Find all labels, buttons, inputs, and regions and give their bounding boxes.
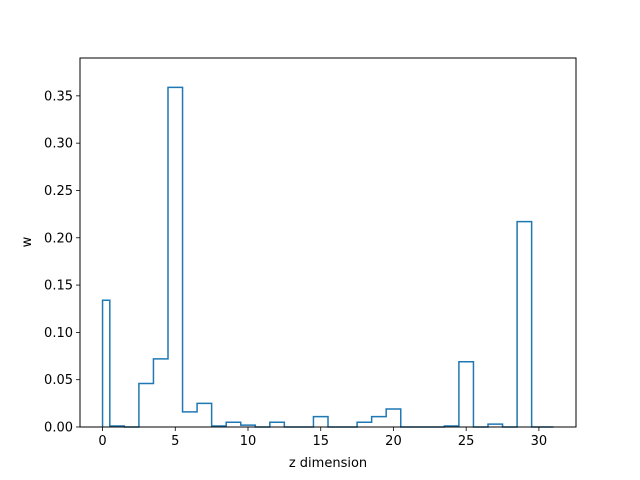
x-tick-label: 0 — [98, 434, 106, 449]
plot-area — [80, 58, 576, 427]
x-tick-label: 30 — [531, 434, 548, 449]
x-tick-label: 5 — [171, 434, 179, 449]
y-axis: 0.00 0.05 0.10 0.15 0.20 0.25 0.30 0.35 — [44, 89, 80, 436]
x-tick-label: 25 — [458, 434, 475, 449]
x-axis-label: z dimension — [289, 456, 367, 471]
y-tick-label: 0.25 — [44, 184, 73, 199]
x-axis: 0 5 10 15 20 25 30 — [98, 427, 547, 449]
y-tick-label: 0.05 — [44, 373, 73, 388]
x-tick-label: 10 — [240, 434, 257, 449]
y-tick-label: 0.15 — [44, 279, 73, 294]
y-tick-label: 0.00 — [44, 421, 73, 436]
y-tick-label: 0.35 — [44, 89, 73, 104]
x-tick-label: 20 — [385, 434, 402, 449]
x-tick-label: 15 — [312, 434, 329, 449]
y-tick-label: 0.30 — [44, 137, 73, 152]
y-tick-label: 0.20 — [44, 231, 73, 246]
y-tick-label: 0.10 — [44, 326, 73, 341]
y-axis-label: w — [20, 236, 35, 247]
plot-frame — [79, 57, 577, 428]
